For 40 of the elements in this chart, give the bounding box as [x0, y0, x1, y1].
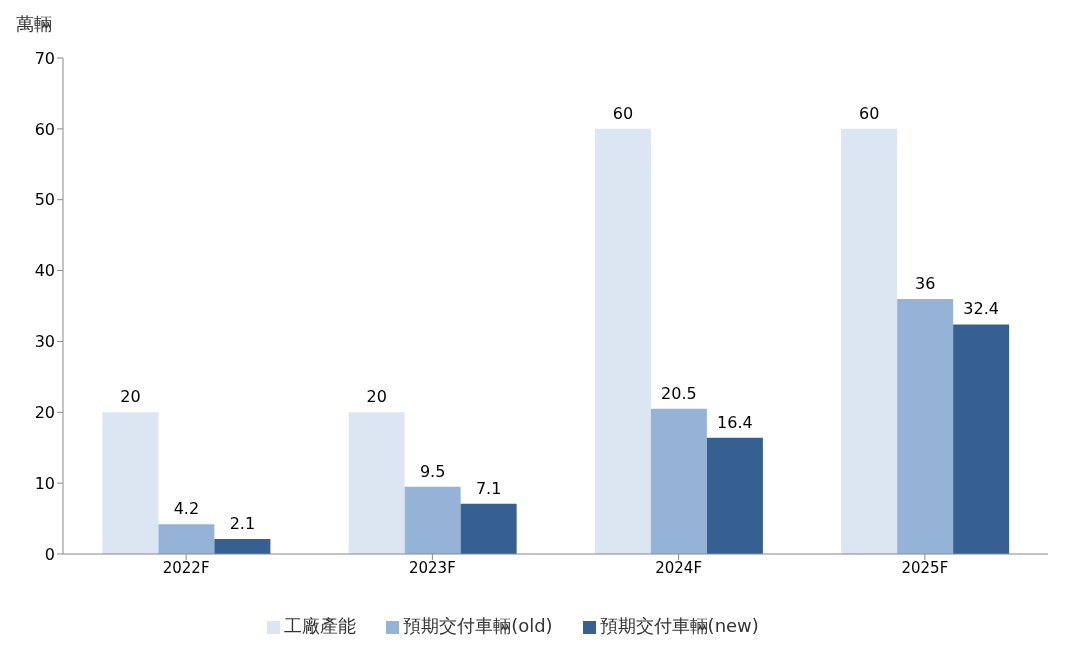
- bar: [897, 298, 954, 554]
- bar: [214, 539, 271, 554]
- data-label: 60: [612, 103, 634, 123]
- x-tick-label: 2024F: [655, 558, 703, 577]
- bar: [594, 128, 651, 554]
- bar: [102, 412, 159, 554]
- y-axis-title: 萬輛: [16, 12, 52, 36]
- data-label: 20.5: [661, 383, 697, 403]
- y-tick-label: 10: [34, 473, 55, 493]
- bar: [841, 128, 898, 554]
- legend-label: 工廠產能: [284, 615, 357, 636]
- x-tick-label: 2023F: [408, 558, 456, 577]
- data-label: 20: [366, 387, 387, 407]
- legend-label: 預期交付車輛(new): [599, 615, 759, 636]
- bar: [460, 503, 517, 554]
- y-tick-label: 50: [34, 190, 55, 210]
- bar: [650, 408, 707, 554]
- bar: [706, 437, 763, 554]
- bar: [404, 486, 461, 554]
- data-label: 60: [858, 103, 880, 123]
- bar: [953, 324, 1010, 554]
- y-tick-label: 70: [34, 48, 55, 68]
- y-tick-label: 20: [34, 402, 55, 422]
- x-tick-label: 2025F: [901, 558, 949, 577]
- y-tick-label: 30: [34, 332, 55, 352]
- data-label: 36: [914, 273, 936, 293]
- data-label: 32.4: [963, 299, 999, 319]
- legend-label: 預期交付車輛(old): [403, 615, 553, 636]
- data-label: 9.5: [419, 461, 446, 481]
- x-tick-label: 2022F: [162, 558, 210, 577]
- data-label: 16.4: [717, 412, 753, 432]
- y-tick-label: 40: [34, 261, 55, 281]
- y-tick-label: 0: [44, 544, 55, 564]
- y-tick-label: 60: [34, 119, 55, 139]
- data-label: 20: [120, 387, 141, 407]
- data-label: 2.1: [229, 514, 256, 534]
- data-label: 4.2: [173, 499, 200, 519]
- data-label: 7.1: [475, 478, 502, 498]
- bar: [158, 524, 215, 554]
- bar: [348, 412, 405, 554]
